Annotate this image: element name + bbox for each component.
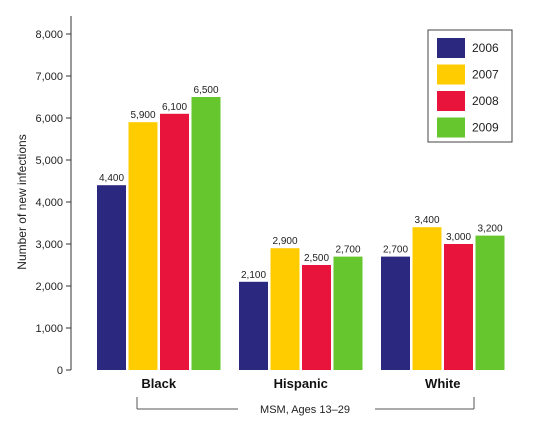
bar-black-2006 bbox=[97, 185, 126, 370]
y-tick-label: 3,000 bbox=[35, 239, 63, 251]
bar-hispanic-2006 bbox=[239, 281, 268, 370]
bar-white-2009 bbox=[475, 235, 505, 370]
data-label: 3,400 bbox=[414, 215, 439, 226]
legend-label: 2009 bbox=[472, 121, 499, 135]
data-label: 2,700 bbox=[383, 245, 408, 256]
data-labels: 4,400 5,900 6,100 6,500 2,100 2,900 2,500 2,700… bbox=[99, 85, 503, 281]
y-axis: 0 1,000 2,000 3,000 4,000 5,000 6,000 7,000 8,00… bbox=[35, 16, 72, 377]
legend: 2006 2007 2008 2009 bbox=[427, 29, 513, 143]
y-tick-label: 6,000 bbox=[35, 113, 63, 125]
bars bbox=[97, 97, 505, 371]
legend-swatch-2006 bbox=[437, 38, 465, 58]
y-tick-label: 1,000 bbox=[35, 323, 63, 335]
legend-label: 2008 bbox=[472, 94, 499, 108]
bar-hispanic-2008 bbox=[302, 265, 331, 370]
x-axis-title: MSM, Ages 13–29 bbox=[260, 404, 350, 416]
data-label: 3,000 bbox=[446, 232, 471, 243]
data-label: 2,900 bbox=[272, 236, 297, 247]
legend-swatch-2009 bbox=[437, 117, 465, 138]
y-tick-label: 2,000 bbox=[35, 281, 63, 293]
x-tick-label: White bbox=[425, 376, 460, 391]
data-label: 6,100 bbox=[162, 102, 187, 113]
x-tick-label: Hispanic bbox=[274, 376, 328, 391]
legend-swatch-2008 bbox=[437, 91, 465, 111]
y-tick-label: 8,000 bbox=[35, 29, 63, 41]
y-tick-label: 0 bbox=[57, 365, 63, 377]
data-label: 3,200 bbox=[477, 224, 502, 235]
x-axis-labels: Black Hispanic White bbox=[141, 376, 460, 391]
bar-black-2009 bbox=[191, 97, 221, 370]
y-tick-label: 4,000 bbox=[35, 197, 63, 209]
legend-label: 2006 bbox=[472, 41, 499, 55]
data-label: 2,700 bbox=[335, 245, 360, 256]
bar-black-2007 bbox=[128, 122, 158, 370]
data-label: 6,500 bbox=[193, 85, 218, 96]
data-label: 2,500 bbox=[304, 253, 329, 264]
y-tick-label: 7,000 bbox=[35, 71, 63, 83]
data-label: 5,900 bbox=[130, 110, 155, 121]
legend-label: 2007 bbox=[472, 68, 499, 82]
bar-white-2006 bbox=[381, 256, 410, 370]
bar-white-2007 bbox=[412, 227, 442, 370]
bar-white-2008 bbox=[444, 244, 473, 370]
data-label: 4,400 bbox=[99, 173, 124, 184]
bar-hispanic-2007 bbox=[270, 248, 300, 370]
y-tick-label: 5,000 bbox=[35, 155, 63, 167]
y-axis-title: Number of new infections bbox=[15, 134, 29, 269]
x-tick-label: Black bbox=[141, 376, 176, 391]
x-axis-group-caption: MSM, Ages 13–29 bbox=[136, 397, 475, 416]
legend-swatch-2007 bbox=[437, 64, 465, 85]
bar-hispanic-2009 bbox=[333, 256, 363, 370]
bar-black-2008 bbox=[160, 113, 189, 371]
data-label: 2,100 bbox=[241, 270, 266, 281]
